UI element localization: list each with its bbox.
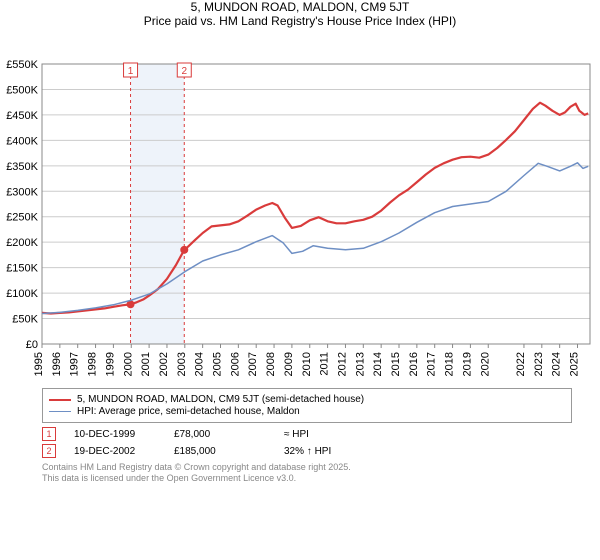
- svg-text:£0: £0: [26, 339, 38, 351]
- event-marker: 2: [42, 444, 56, 458]
- svg-text:2019: 2019: [461, 352, 473, 376]
- svg-text:2017: 2017: [426, 352, 438, 376]
- svg-text:2007: 2007: [247, 352, 259, 376]
- svg-text:1998: 1998: [87, 352, 99, 376]
- event-delta: 32% ↑ HPI: [284, 446, 331, 457]
- event-date: 19-DEC-2002: [74, 446, 174, 457]
- svg-text:2001: 2001: [140, 352, 152, 376]
- svg-text:2003: 2003: [176, 352, 188, 376]
- legend-item: 5, MUNDON ROAD, MALDON, CM9 5JT (semi-de…: [49, 394, 565, 405]
- legend-swatch: [49, 399, 71, 401]
- svg-text:2005: 2005: [212, 352, 224, 376]
- svg-text:2015: 2015: [390, 352, 402, 376]
- event-marker: 1: [42, 427, 56, 441]
- svg-text:2016: 2016: [408, 352, 420, 376]
- event-price: £78,000: [174, 429, 284, 440]
- svg-text:£550K: £550K: [6, 59, 38, 71]
- svg-text:2012: 2012: [336, 352, 348, 376]
- svg-text:2022: 2022: [515, 352, 527, 376]
- svg-text:1999: 1999: [104, 352, 116, 376]
- attribution-line2: This data is licensed under the Open Gov…: [42, 473, 572, 484]
- svg-text:2006: 2006: [229, 352, 241, 376]
- svg-text:2008: 2008: [265, 352, 277, 376]
- legend-label: 5, MUNDON ROAD, MALDON, CM9 5JT (semi-de…: [77, 394, 364, 405]
- svg-text:2023: 2023: [533, 352, 545, 376]
- svg-text:£150K: £150K: [6, 263, 38, 275]
- chart-area: £0 £50K £100K £150K £200K £250K £300K £350K £400…: [0, 32, 600, 382]
- event-delta: ≈ HPI: [284, 429, 309, 440]
- chart-title-line2: Price paid vs. HM Land Registry's House …: [0, 14, 600, 28]
- svg-text:1995: 1995: [33, 352, 45, 376]
- svg-text:2024: 2024: [551, 352, 563, 376]
- svg-text:2013: 2013: [354, 352, 366, 376]
- svg-text:£250K: £250K: [6, 212, 38, 224]
- legend-item: HPI: Average price, semi-detached house,…: [49, 406, 565, 417]
- event-row: 2 19-DEC-2002£185,00032% ↑ HPI: [42, 444, 572, 458]
- svg-text:2004: 2004: [194, 352, 206, 376]
- event-table: 1 10-DEC-1999£78,000≈ HPI 2 19-DEC-2002£185…: [42, 427, 572, 458]
- svg-text:£300K: £300K: [6, 186, 38, 198]
- svg-text:£100K: £100K: [6, 288, 38, 300]
- event-price: £185,000: [174, 446, 284, 457]
- svg-text:£400K: £400K: [6, 135, 38, 147]
- svg-text:2014: 2014: [372, 352, 384, 376]
- svg-text:2010: 2010: [301, 352, 313, 376]
- svg-text:£50K: £50K: [12, 314, 38, 326]
- svg-text:2025: 2025: [569, 352, 581, 376]
- svg-text:£500K: £500K: [6, 84, 38, 96]
- svg-text:£200K: £200K: [6, 237, 38, 249]
- legend: 5, MUNDON ROAD, MALDON, CM9 5JT (semi-de…: [42, 388, 572, 423]
- legend-swatch: [49, 411, 71, 412]
- svg-text:1996: 1996: [51, 352, 63, 376]
- chart-title-line1: 5, MUNDON ROAD, MALDON, CM9 5JT: [0, 0, 600, 14]
- svg-text:2011: 2011: [319, 352, 331, 376]
- svg-text:1: 1: [128, 66, 134, 77]
- event-date: 10-DEC-1999: [74, 429, 174, 440]
- svg-text:2: 2: [181, 66, 187, 77]
- svg-text:1997: 1997: [69, 352, 81, 376]
- svg-text:£350K: £350K: [6, 161, 38, 173]
- svg-text:2009: 2009: [283, 352, 295, 376]
- svg-text:2018: 2018: [444, 352, 456, 376]
- svg-text:2020: 2020: [479, 352, 491, 376]
- svg-text:2002: 2002: [158, 352, 170, 376]
- line-chart-svg: £0 £50K £100K £150K £200K £250K £300K £350K £400…: [0, 32, 600, 382]
- attribution: Contains HM Land Registry data © Crown c…: [42, 462, 572, 485]
- svg-text:2000: 2000: [122, 352, 134, 376]
- attribution-line1: Contains HM Land Registry data © Crown c…: [42, 462, 572, 473]
- svg-text:£450K: £450K: [6, 110, 38, 122]
- event-row: 1 10-DEC-1999£78,000≈ HPI: [42, 427, 572, 441]
- legend-label: HPI: Average price, semi-detached house,…: [77, 406, 300, 417]
